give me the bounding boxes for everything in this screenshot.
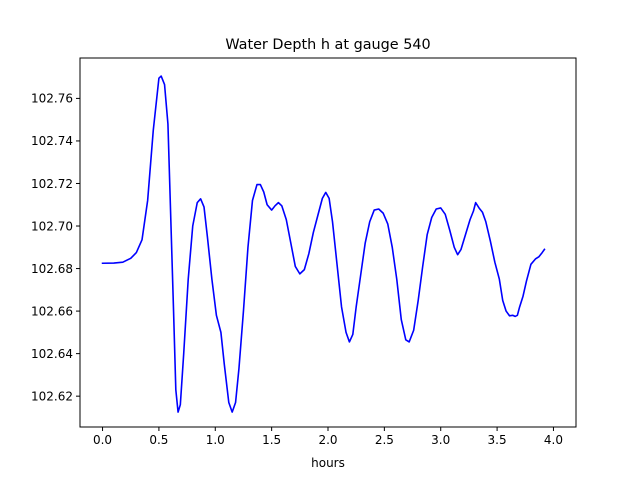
x-tick-label: 0.0 bbox=[93, 433, 112, 447]
x-axis: 0.0 0.5 1.0 1.5 2.0 2.5 3.0 3.5 4.0 bbox=[93, 427, 563, 447]
y-tick-label: 102.68 bbox=[31, 262, 73, 276]
y-tick-label: 102.70 bbox=[31, 219, 73, 233]
x-tick-label: 2.5 bbox=[375, 433, 394, 447]
x-tick-label: 2.0 bbox=[318, 433, 337, 447]
y-tick-label: 102.74 bbox=[31, 134, 73, 148]
x-tick-label: 1.5 bbox=[262, 433, 281, 447]
x-tick-label: 3.0 bbox=[431, 433, 450, 447]
y-axis: 102.62 102.64 102.66 102.68 102.70 102.72 102.… bbox=[31, 92, 80, 403]
x-tick-label: 3.5 bbox=[488, 433, 507, 447]
chart-title: Water Depth h at gauge 540 bbox=[225, 37, 430, 53]
y-tick-label: 102.72 bbox=[31, 177, 73, 191]
x-tick-label: 0.5 bbox=[149, 433, 168, 447]
y-tick-label: 102.64 bbox=[31, 347, 73, 361]
x-tick-label: 1.0 bbox=[206, 433, 225, 447]
y-tick-label: 102.76 bbox=[31, 92, 73, 106]
x-tick-label: 4.0 bbox=[544, 433, 563, 447]
y-tick-label: 102.66 bbox=[31, 304, 73, 318]
x-axis-label: hours bbox=[311, 456, 345, 470]
y-tick-label: 102.62 bbox=[31, 389, 73, 403]
series-line-0 bbox=[101, 75, 546, 413]
